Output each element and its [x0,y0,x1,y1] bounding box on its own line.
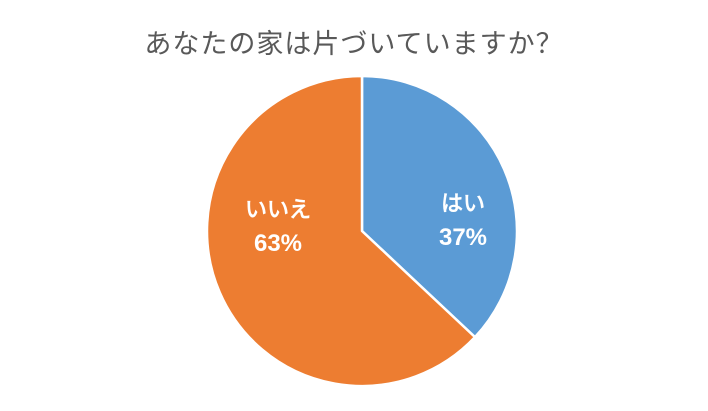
pie-slice-1 [205,74,477,388]
pie-slice-0 [360,74,519,339]
chart-title: あなたの家は片づいていますか？ [144,29,564,59]
